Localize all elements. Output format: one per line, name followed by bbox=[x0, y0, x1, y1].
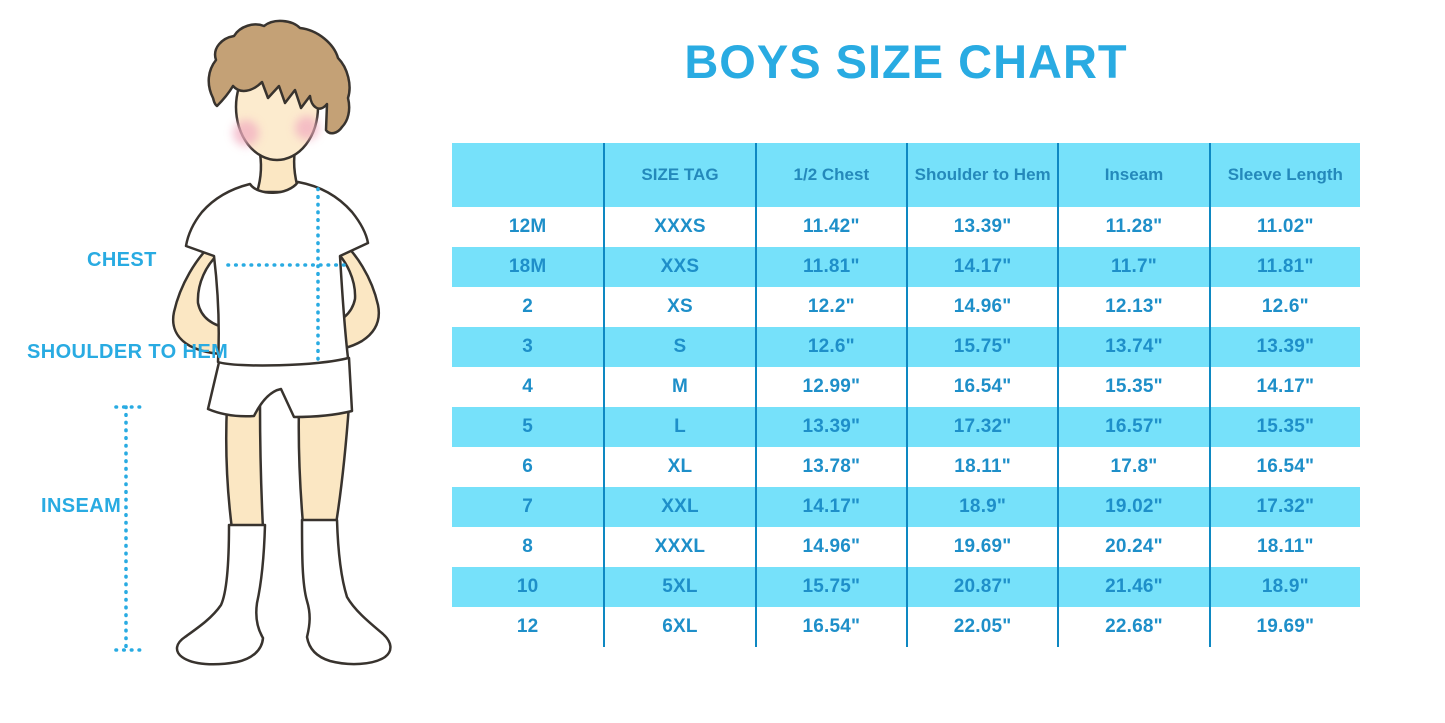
inseam-label: INSEAM bbox=[41, 495, 122, 517]
table-cell: 17.8" bbox=[1057, 447, 1208, 487]
column-header: Shoulder to Hem bbox=[905, 143, 1058, 207]
left-arm bbox=[172, 240, 233, 356]
table-cell: S bbox=[603, 327, 755, 367]
table-cell: 16.57" bbox=[1057, 407, 1209, 447]
column-header: SIZE TAG bbox=[603, 143, 755, 207]
table-cell: 14.17" bbox=[754, 487, 906, 527]
size-cell: 5 bbox=[452, 407, 604, 447]
table-cell: 18.9" bbox=[905, 487, 1058, 527]
table-cell: 11.42" bbox=[754, 207, 906, 247]
size-table: SIZE TAG 1/2 Chest Shoulder to Hem Inseam Sl… bbox=[452, 143, 1360, 647]
table-cell: 13.39" bbox=[905, 207, 1057, 247]
column-header bbox=[452, 143, 604, 207]
table-cell: 12.2" bbox=[754, 287, 906, 327]
table-cell: 13.74" bbox=[1057, 327, 1209, 367]
table-cell: L bbox=[603, 407, 755, 447]
measurement-diagram: CHEST SHOULDER TO HEM INSEAM bbox=[0, 0, 450, 723]
size-cell: 3 bbox=[452, 327, 604, 367]
table-cell: 19.02" bbox=[1057, 487, 1209, 527]
boy-illustration bbox=[114, 19, 392, 666]
table-cell: 21.46" bbox=[1057, 567, 1209, 607]
size-cell: 7 bbox=[452, 487, 604, 527]
table-cell: XS bbox=[603, 287, 754, 327]
table-cell: 14.17" bbox=[1208, 367, 1360, 407]
table-cell: 14.17" bbox=[905, 247, 1058, 287]
table-cell: 11.81" bbox=[754, 247, 906, 287]
left-sock bbox=[175, 523, 267, 666]
table-cell: 11.7" bbox=[1057, 247, 1209, 287]
table-cell: 11.81" bbox=[1208, 247, 1360, 287]
table-cell: 18.11" bbox=[905, 447, 1057, 487]
table-cell: 13.39" bbox=[1208, 327, 1360, 367]
table-cell: 15.75" bbox=[754, 567, 906, 607]
left-leg bbox=[224, 403, 265, 531]
table-cell: 17.32" bbox=[1208, 487, 1360, 527]
table-cell: XXXL bbox=[603, 527, 754, 567]
size-cell: 18M bbox=[452, 247, 604, 287]
size-cell: 4 bbox=[522, 376, 534, 397]
table-cell: XL bbox=[603, 447, 754, 487]
table-cell: 15.75" bbox=[905, 327, 1058, 367]
table-cell: 5XL bbox=[603, 567, 755, 607]
size-cell: 2 bbox=[522, 296, 534, 317]
table-cell: 20.87" bbox=[905, 567, 1058, 607]
size-cell: 8 bbox=[522, 536, 534, 557]
table-cell: 20.24" bbox=[1057, 527, 1208, 567]
size-cell: 12M bbox=[508, 216, 547, 237]
table-cell: 17.32" bbox=[905, 407, 1058, 447]
table-cell: 12.99" bbox=[754, 367, 906, 407]
tshirt-shape bbox=[184, 180, 370, 367]
table-cell: 12.6" bbox=[754, 327, 906, 367]
table-cell: 16.54" bbox=[905, 367, 1057, 407]
table-cell: 11.28" bbox=[1057, 207, 1208, 247]
table-cell: 15.35" bbox=[1057, 367, 1208, 407]
chest-label: CHEST bbox=[87, 249, 157, 271]
shoulder-to-hem-label: SHOULDER TO HEM bbox=[27, 341, 229, 363]
table-cell: M bbox=[603, 367, 754, 407]
table-cell: 19.69" bbox=[905, 527, 1057, 567]
table-cell: 12.6" bbox=[1208, 287, 1360, 327]
table-cell: 16.54" bbox=[1208, 447, 1360, 487]
table-cell: 19.69" bbox=[1208, 607, 1360, 647]
table-cell: XXXS bbox=[603, 207, 754, 247]
left-cheek bbox=[233, 120, 259, 146]
table-cell: 14.96" bbox=[754, 527, 906, 567]
table-cell: 18.11" bbox=[1208, 527, 1360, 567]
right-leg bbox=[297, 403, 351, 526]
hair-shape bbox=[207, 19, 351, 135]
size-cell: 12 bbox=[516, 616, 539, 637]
table-cell: 22.68" bbox=[1057, 607, 1208, 647]
right-cheek bbox=[295, 116, 319, 140]
table-cell: XXS bbox=[603, 247, 755, 287]
table-cell: 18.9" bbox=[1208, 567, 1360, 607]
shorts-shape bbox=[206, 356, 354, 419]
column-header: Inseam bbox=[1057, 143, 1209, 207]
table-cell: 15.35" bbox=[1208, 407, 1360, 447]
table-cell: 12.13" bbox=[1057, 287, 1208, 327]
table-cell: 6XL bbox=[603, 607, 754, 647]
table-cell: 14.96" bbox=[905, 287, 1057, 327]
page-title: BOYS SIZE CHART bbox=[684, 35, 1128, 88]
size-cell: 10 bbox=[452, 567, 604, 607]
column-header: Sleeve Length bbox=[1208, 143, 1360, 207]
table-cell: XXL bbox=[603, 487, 755, 527]
table-cell: 13.78" bbox=[754, 447, 906, 487]
right-sock bbox=[300, 518, 392, 666]
table-cell: 16.54" bbox=[754, 607, 906, 647]
column-header: 1/2 Chest bbox=[754, 143, 906, 207]
table-cell: 11.02" bbox=[1208, 207, 1360, 247]
table-cell: 22.05" bbox=[905, 607, 1057, 647]
table-cell: 13.39" bbox=[754, 407, 906, 447]
size-cell: 6 bbox=[522, 456, 534, 477]
